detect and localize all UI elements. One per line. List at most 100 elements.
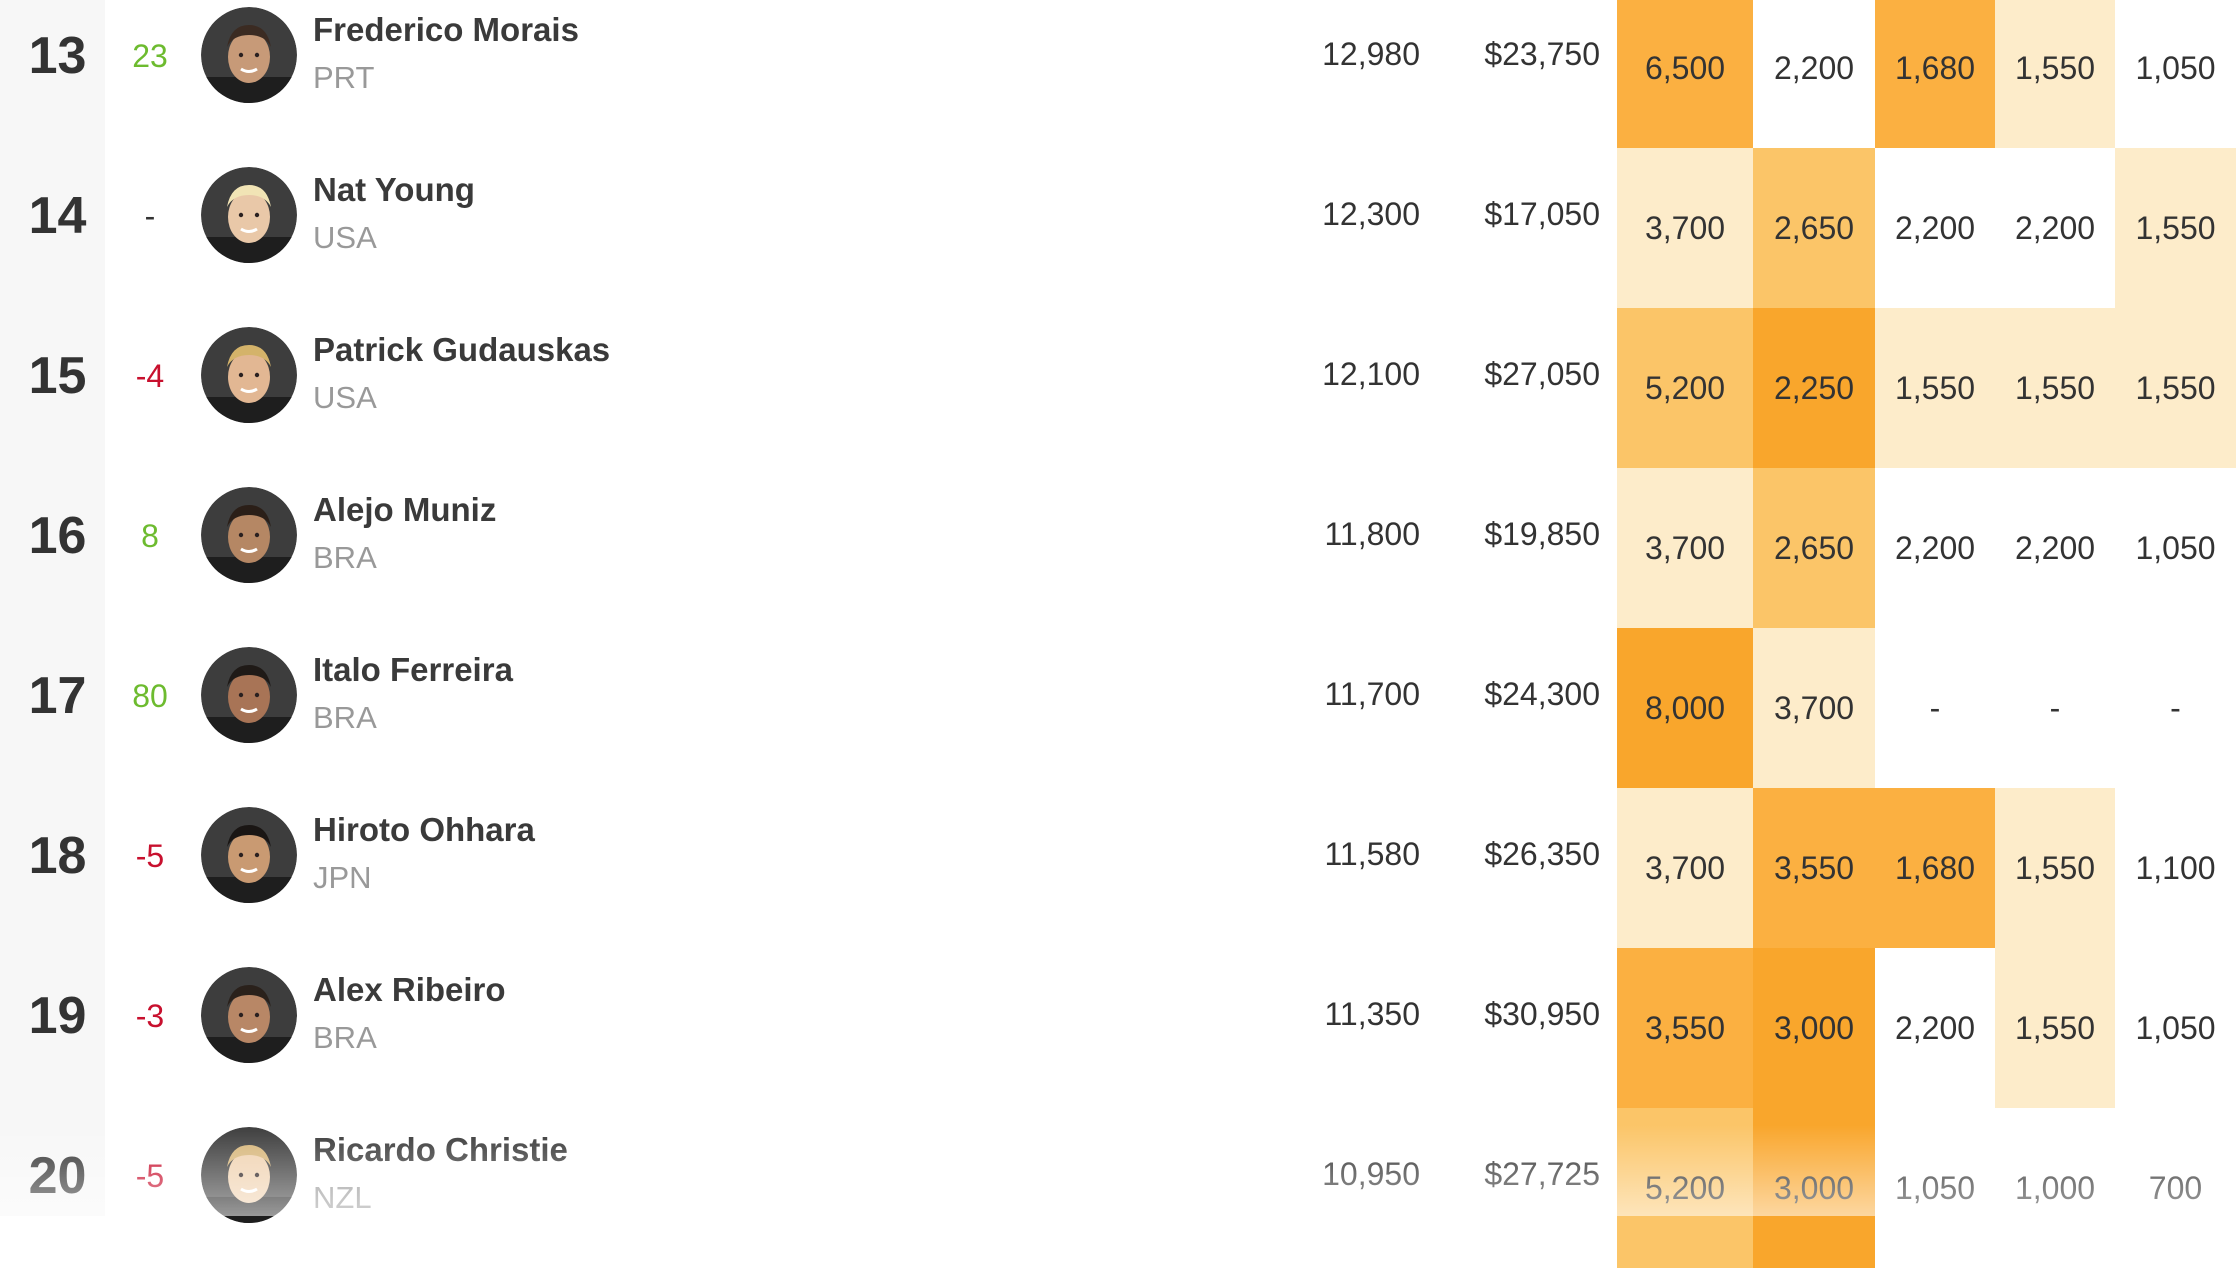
event-score: 8,000 <box>1617 628 1753 788</box>
event-score: 3,700 <box>1617 468 1753 628</box>
total-points: 11,700 <box>1324 676 1421 712</box>
athlete-photo-icon <box>201 327 297 423</box>
rank-number: 15 <box>28 347 87 405</box>
athlete-country: PRT <box>313 60 375 95</box>
athlete-avatar[interactable] <box>201 647 297 743</box>
prize-money: $19,850 <box>1484 516 1600 552</box>
event-score: 1,680 <box>1875 0 1995 148</box>
event-score: 700 <box>2148 1170 2203 1206</box>
athlete-name[interactable]: Patrick Gudauskas <box>313 331 611 368</box>
event-score: 1,680 <box>1875 788 1995 948</box>
event-score: 3,700 <box>1617 148 1753 308</box>
event-score: 2,200 <box>1894 1010 1976 1046</box>
total-points: 11,350 <box>1324 996 1421 1032</box>
prize-money: $30,950 <box>1484 996 1600 1032</box>
event-score: 1,100 <box>2135 850 2216 886</box>
athlete-country: NZL <box>313 1180 372 1215</box>
total-points: 12,300 <box>1322 196 1420 232</box>
event-score: 5,200 <box>1617 1108 1753 1268</box>
athlete-name[interactable]: Ricardo Christie <box>313 1131 568 1168</box>
athlete-name[interactable]: Hiroto Ohhara <box>313 811 535 848</box>
event-score: 2,200 <box>1773 50 1855 86</box>
athlete-name[interactable]: Frederico Morais <box>313 11 579 48</box>
prize-money: $23,750 <box>1484 36 1600 72</box>
rank-number: 20 <box>28 1147 87 1205</box>
athlete-photo-icon <box>201 647 297 743</box>
athlete-avatar[interactable] <box>201 967 297 1063</box>
event-score: 3,000 <box>1753 1108 1875 1268</box>
event-score: 1,050 <box>2135 1010 2216 1046</box>
prize-money: $26,350 <box>1484 836 1600 872</box>
event-score: 1,550 <box>1875 308 1995 468</box>
ranking-row[interactable]: 14 - Nat Young USA 12,300 $17,050 3,700 2,650 2,… <box>0 148 2236 308</box>
rank-column-background <box>0 0 105 1216</box>
ranking-row[interactable]: 15 -4 Patrick Gudauskas USA 12,100 $27,050 5,2… <box>0 308 2236 468</box>
event-score: 1,050 <box>1894 1170 1976 1206</box>
rank-number: 16 <box>28 507 87 565</box>
event-score: 2,250 <box>1753 308 1875 468</box>
athlete-name[interactable]: Italo Ferreira <box>313 651 513 688</box>
athlete-country: BRA <box>313 540 377 575</box>
ranking-row[interactable]: 18 -5 Hiroto Ohhara JPN 11,580 $26,350 3,700 3,… <box>0 788 2236 948</box>
ranking-row[interactable]: 17 80 Italo Ferreira BRA 11,700 $24,300 8,000 3… <box>0 628 2236 788</box>
rank-change: 8 <box>141 518 159 554</box>
event-score: 1,550 <box>1995 788 2115 948</box>
athlete-name[interactable]: Alejo Muniz <box>313 491 497 528</box>
athlete-photo-icon <box>201 1127 297 1223</box>
event-score: 3,550 <box>1753 788 1875 948</box>
athlete-country: JPN <box>313 860 372 895</box>
event-score: 1,000 <box>2014 1170 2096 1206</box>
rank-number: 14 <box>28 187 87 245</box>
event-score: 3,550 <box>1617 948 1753 1108</box>
athlete-photo-icon <box>201 167 297 263</box>
total-points: 11,800 <box>1324 516 1421 552</box>
total-points: 12,980 <box>1322 36 1420 72</box>
event-score: - <box>2049 690 2061 726</box>
athlete-avatar[interactable] <box>201 7 297 103</box>
athlete-country: BRA <box>313 1020 377 1055</box>
athlete-country: USA <box>313 220 377 255</box>
ranking-row[interactable]: 20 -5 Ricardo Christie NZL 10,950 $27,725 5,20… <box>0 1108 2236 1268</box>
athlete-country: USA <box>313 380 377 415</box>
athlete-avatar[interactable] <box>201 167 297 263</box>
event-score: - <box>1929 690 1941 726</box>
rank-number: 18 <box>28 827 87 885</box>
event-score: 1,550 <box>1995 948 2115 1108</box>
athlete-photo-icon <box>201 487 297 583</box>
event-score: - <box>2170 690 2181 726</box>
athlete-avatar[interactable] <box>201 487 297 583</box>
rank-number: 17 <box>28 667 87 725</box>
rank-change: 80 <box>132 678 168 714</box>
rank-change: -3 <box>135 998 165 1034</box>
athlete-photo-icon <box>201 967 297 1063</box>
ranking-row[interactable]: 13 23 Frederico Morais PRT 12,980 $23,750 6,50… <box>0 0 2236 148</box>
prize-money: $24,300 <box>1484 676 1600 712</box>
ranking-row[interactable]: 19 -3 Alex Ribeiro BRA 11,350 $30,950 3,550 3,0… <box>0 948 2236 1108</box>
athlete-country: BRA <box>313 700 377 735</box>
athlete-avatar[interactable] <box>201 1127 297 1223</box>
total-points: 12,100 <box>1322 356 1420 392</box>
rank-change: -4 <box>135 358 165 394</box>
athlete-name[interactable]: Nat Young <box>313 171 475 208</box>
event-score: 5,200 <box>1617 308 1753 468</box>
prize-money: $17,050 <box>1484 196 1600 232</box>
event-score: 1,550 <box>1995 0 2115 148</box>
prize-money: $27,725 <box>1484 1156 1600 1192</box>
event-score: 1,050 <box>2135 50 2216 86</box>
rank-change: -5 <box>135 838 165 874</box>
event-score: 3,700 <box>1617 788 1753 948</box>
athlete-name[interactable]: Alex Ribeiro <box>313 971 506 1008</box>
rank-change: 23 <box>132 38 168 74</box>
athlete-photo-icon <box>201 7 297 103</box>
rank-number: 13 <box>28 27 87 85</box>
ranking-row[interactable]: 16 8 Alejo Muniz BRA 11,800 $19,850 3,700 2,650… <box>0 468 2236 628</box>
event-score: 2,650 <box>1753 468 1875 628</box>
athlete-avatar[interactable] <box>201 807 297 903</box>
athlete-avatar[interactable] <box>201 327 297 423</box>
event-score: 1,050 <box>2135 530 2216 566</box>
rank-change: - <box>144 198 156 234</box>
event-score: 1,550 <box>2115 308 2236 468</box>
event-score: 1,550 <box>2115 148 2236 308</box>
prize-money: $27,050 <box>1484 356 1600 392</box>
event-score: 6,500 <box>1617 0 1753 148</box>
